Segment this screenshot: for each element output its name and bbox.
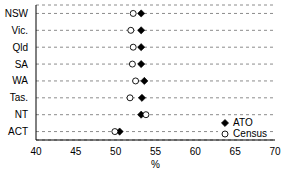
html-text:ATO: ATO: [233, 117, 253, 128]
svg-text:ACT: ACT: [8, 126, 28, 137]
svg-text:65: 65: [230, 146, 242, 157]
svg-text:40: 40: [30, 146, 42, 157]
svg-text:50: 50: [110, 146, 122, 157]
html-text:Census: Census: [233, 128, 267, 139]
svg-text:Tas.: Tas.: [10, 92, 28, 103]
svg-text:60: 60: [190, 146, 202, 157]
svg-text:SA: SA: [15, 59, 29, 70]
svg-text:WA: WA: [12, 75, 28, 86]
svg-text:Vic.: Vic.: [12, 25, 29, 36]
svg-text:NSW: NSW: [8, 8, 29, 19]
svg-text:NT: NT: [15, 109, 28, 120]
svg-text:70: 70: [269, 146, 275, 157]
svg-text:%: %: [151, 159, 160, 170]
svg-text:45: 45: [70, 146, 82, 157]
svg-text:Qld: Qld: [12, 42, 28, 53]
svg-text:55: 55: [150, 146, 162, 157]
